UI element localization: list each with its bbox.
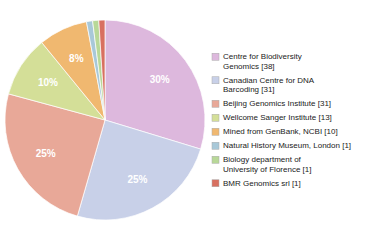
data-label: 8% <box>69 53 84 64</box>
legend-swatch <box>212 100 219 107</box>
pie <box>5 20 205 220</box>
slice <box>93 20 105 120</box>
legend-label: Canadian Centre for DNABarcoding [31] <box>223 76 315 95</box>
legend-swatch <box>212 156 219 163</box>
data-labels: 30% 25% 25% 10% 8% <box>36 53 170 185</box>
legend: Centre for BiodiversityGenomics [38] Cana… <box>212 52 351 188</box>
data-label: 25% <box>127 174 147 185</box>
legend-label: Biology department ofUniversity of Flore… <box>223 155 311 174</box>
legend-label: BMR Genomics srl [1] <box>223 179 301 188</box>
legend-label: Natural History Museum, London [1] <box>223 141 351 150</box>
legend-swatch <box>212 128 219 135</box>
data-label: 25% <box>36 148 56 159</box>
legend-swatch <box>212 180 219 187</box>
legend-label: Wellcome Sanger Institute [13] <box>223 113 332 122</box>
legend-label: Beijing Genomics Institute [31] <box>223 99 331 108</box>
legend-swatch <box>212 114 219 121</box>
chart: 30% 25% 25% 10% 8% Centre for BiodiversityGen… <box>0 0 380 240</box>
slice <box>86 21 105 120</box>
legend-label: Centre for BiodiversityGenomics [38] <box>223 52 302 71</box>
legend-label: Mined from GenBank, NCBI [10] <box>223 127 338 136</box>
legend-swatch <box>212 77 219 84</box>
data-label: 30% <box>150 74 170 85</box>
slice <box>99 20 105 120</box>
legend-swatch <box>212 142 219 149</box>
data-label: 10% <box>38 77 58 88</box>
legend-swatch <box>212 53 219 60</box>
